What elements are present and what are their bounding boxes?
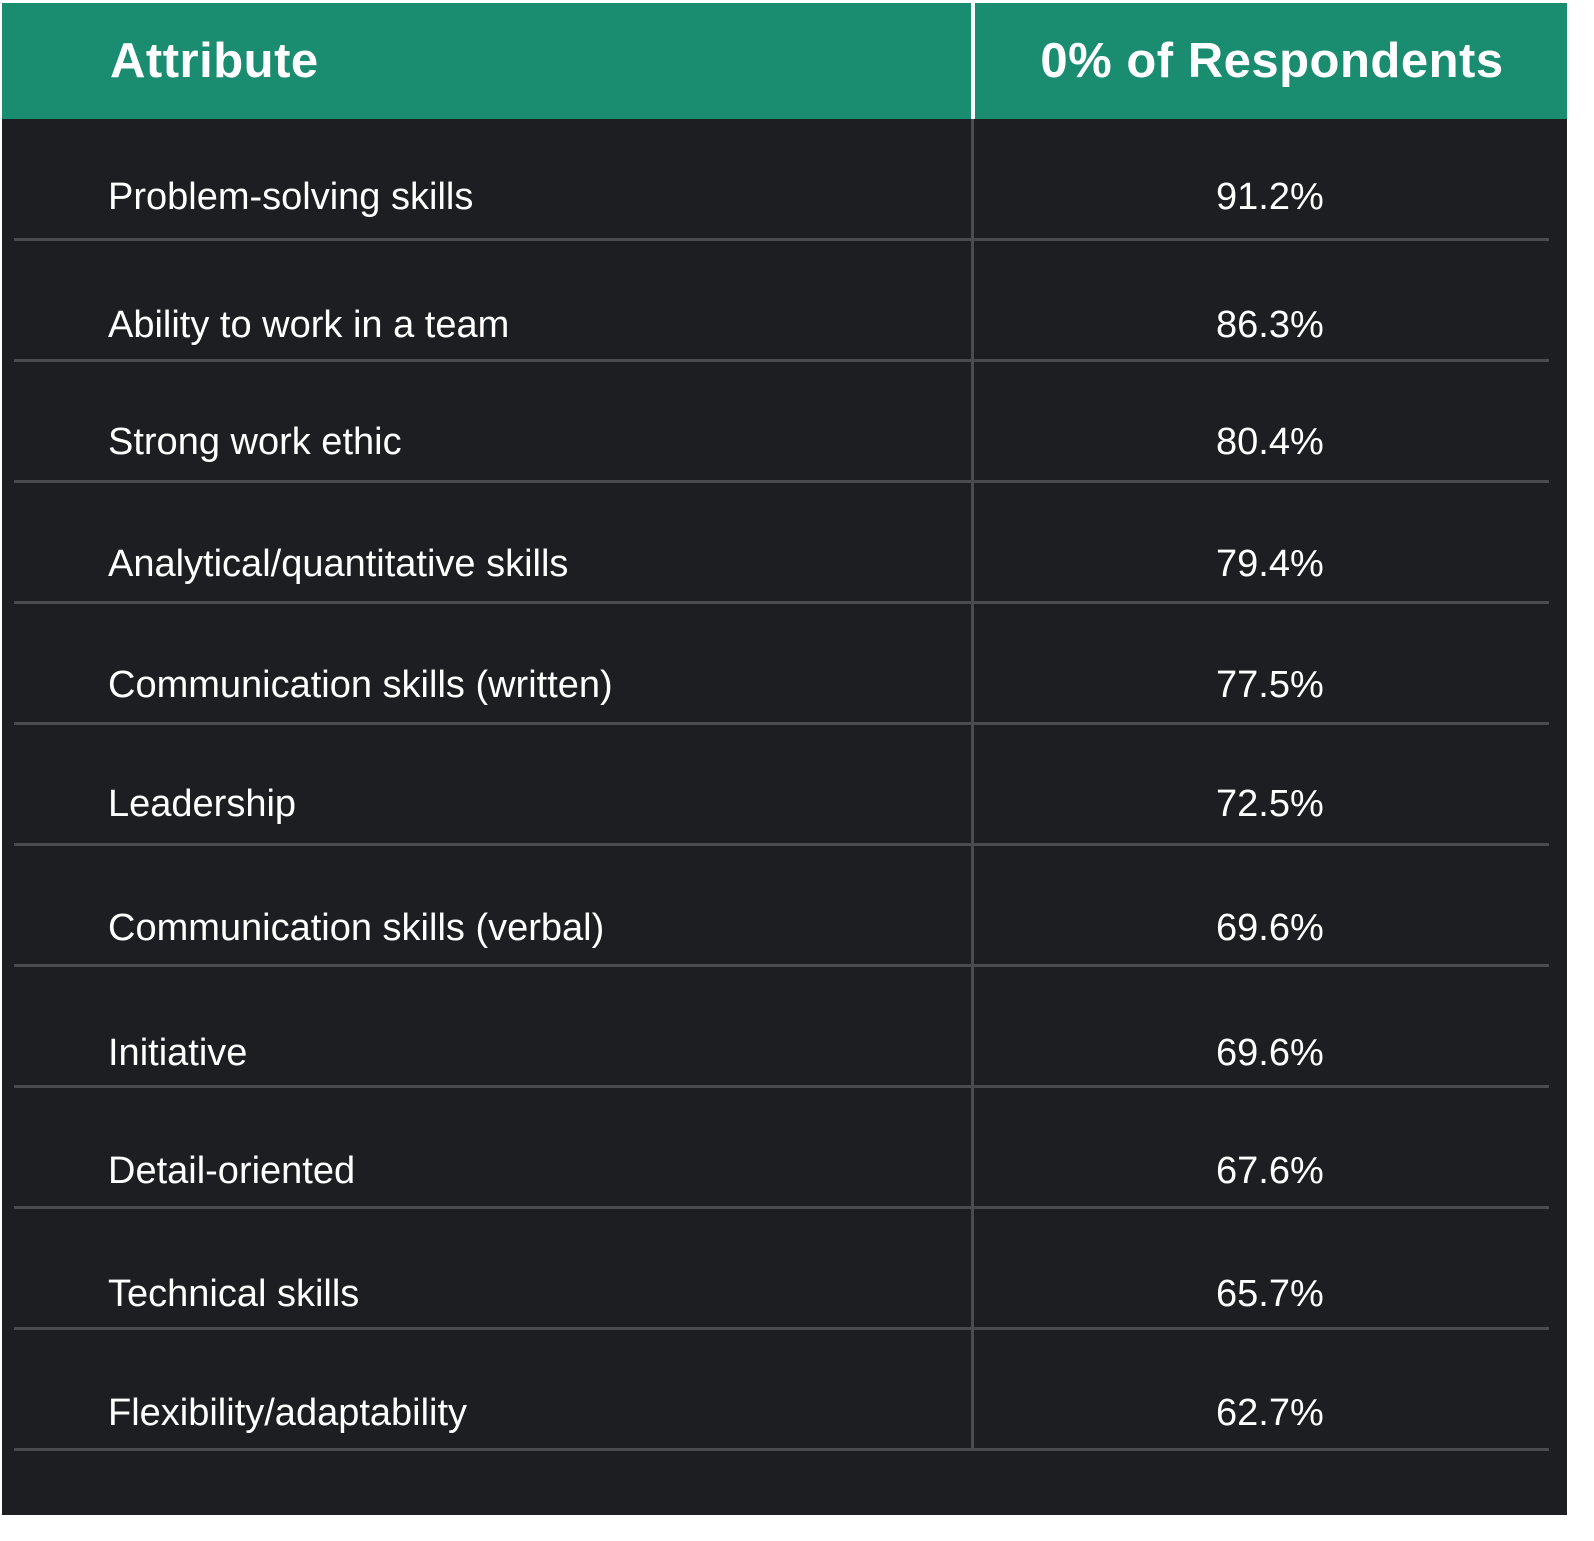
percent-cell: 79.4% (1216, 543, 1324, 585)
row-divider (14, 722, 1549, 725)
attribute-cell: Communication skills (verbal) (108, 907, 605, 949)
header-column-divider (971, 0, 975, 119)
percent-cell: 69.6% (1216, 907, 1324, 949)
attribute-cell: Ability to work in a team (108, 304, 510, 346)
attribute-cell: Leadership (108, 783, 297, 825)
row-divider (14, 1085, 1549, 1088)
row-divider (14, 1327, 1549, 1330)
attribute-cell: Strong work ethic (108, 421, 402, 463)
attribute-cell: Initiative (108, 1032, 248, 1074)
body-column-divider (971, 119, 974, 1450)
row-divider (14, 359, 1549, 362)
percent-cell: 86.3% (1216, 304, 1324, 346)
row-divider (14, 601, 1549, 604)
row-divider (14, 843, 1549, 846)
table-header: Attribute 0% of Respondents (2, 3, 1567, 119)
row-divider (14, 480, 1549, 483)
percent-cell: 91.2% (1216, 176, 1324, 218)
attribute-cell: Flexibility/adaptability (108, 1392, 468, 1434)
attribute-cell: Detail-oriented (108, 1150, 356, 1192)
percent-cell: 62.7% (1216, 1392, 1324, 1434)
row-divider (14, 1448, 1549, 1451)
row-divider (14, 964, 1549, 967)
attribute-cell: Problem-solving skills (108, 176, 474, 218)
row-divider (14, 238, 1549, 241)
header-attribute: Attribute (110, 34, 319, 88)
row-divider (14, 1206, 1549, 1209)
percent-cell: 65.7% (1216, 1273, 1324, 1315)
percent-cell: 67.6% (1216, 1150, 1324, 1192)
percent-cell: 72.5% (1216, 783, 1324, 825)
attribute-cell: Analytical/quantitative skills (108, 543, 569, 585)
header-percent: 0% of Respondents (1040, 34, 1504, 88)
percent-cell: 77.5% (1216, 664, 1324, 706)
percent-cell: 80.4% (1216, 421, 1324, 463)
percent-cell: 69.6% (1216, 1032, 1324, 1074)
attribute-cell: Technical skills (108, 1273, 360, 1315)
attribute-cell: Communication skills (written) (108, 664, 613, 706)
attributes-table: Attribute 0% of Respondents Problem-solv… (2, 0, 1567, 1515)
